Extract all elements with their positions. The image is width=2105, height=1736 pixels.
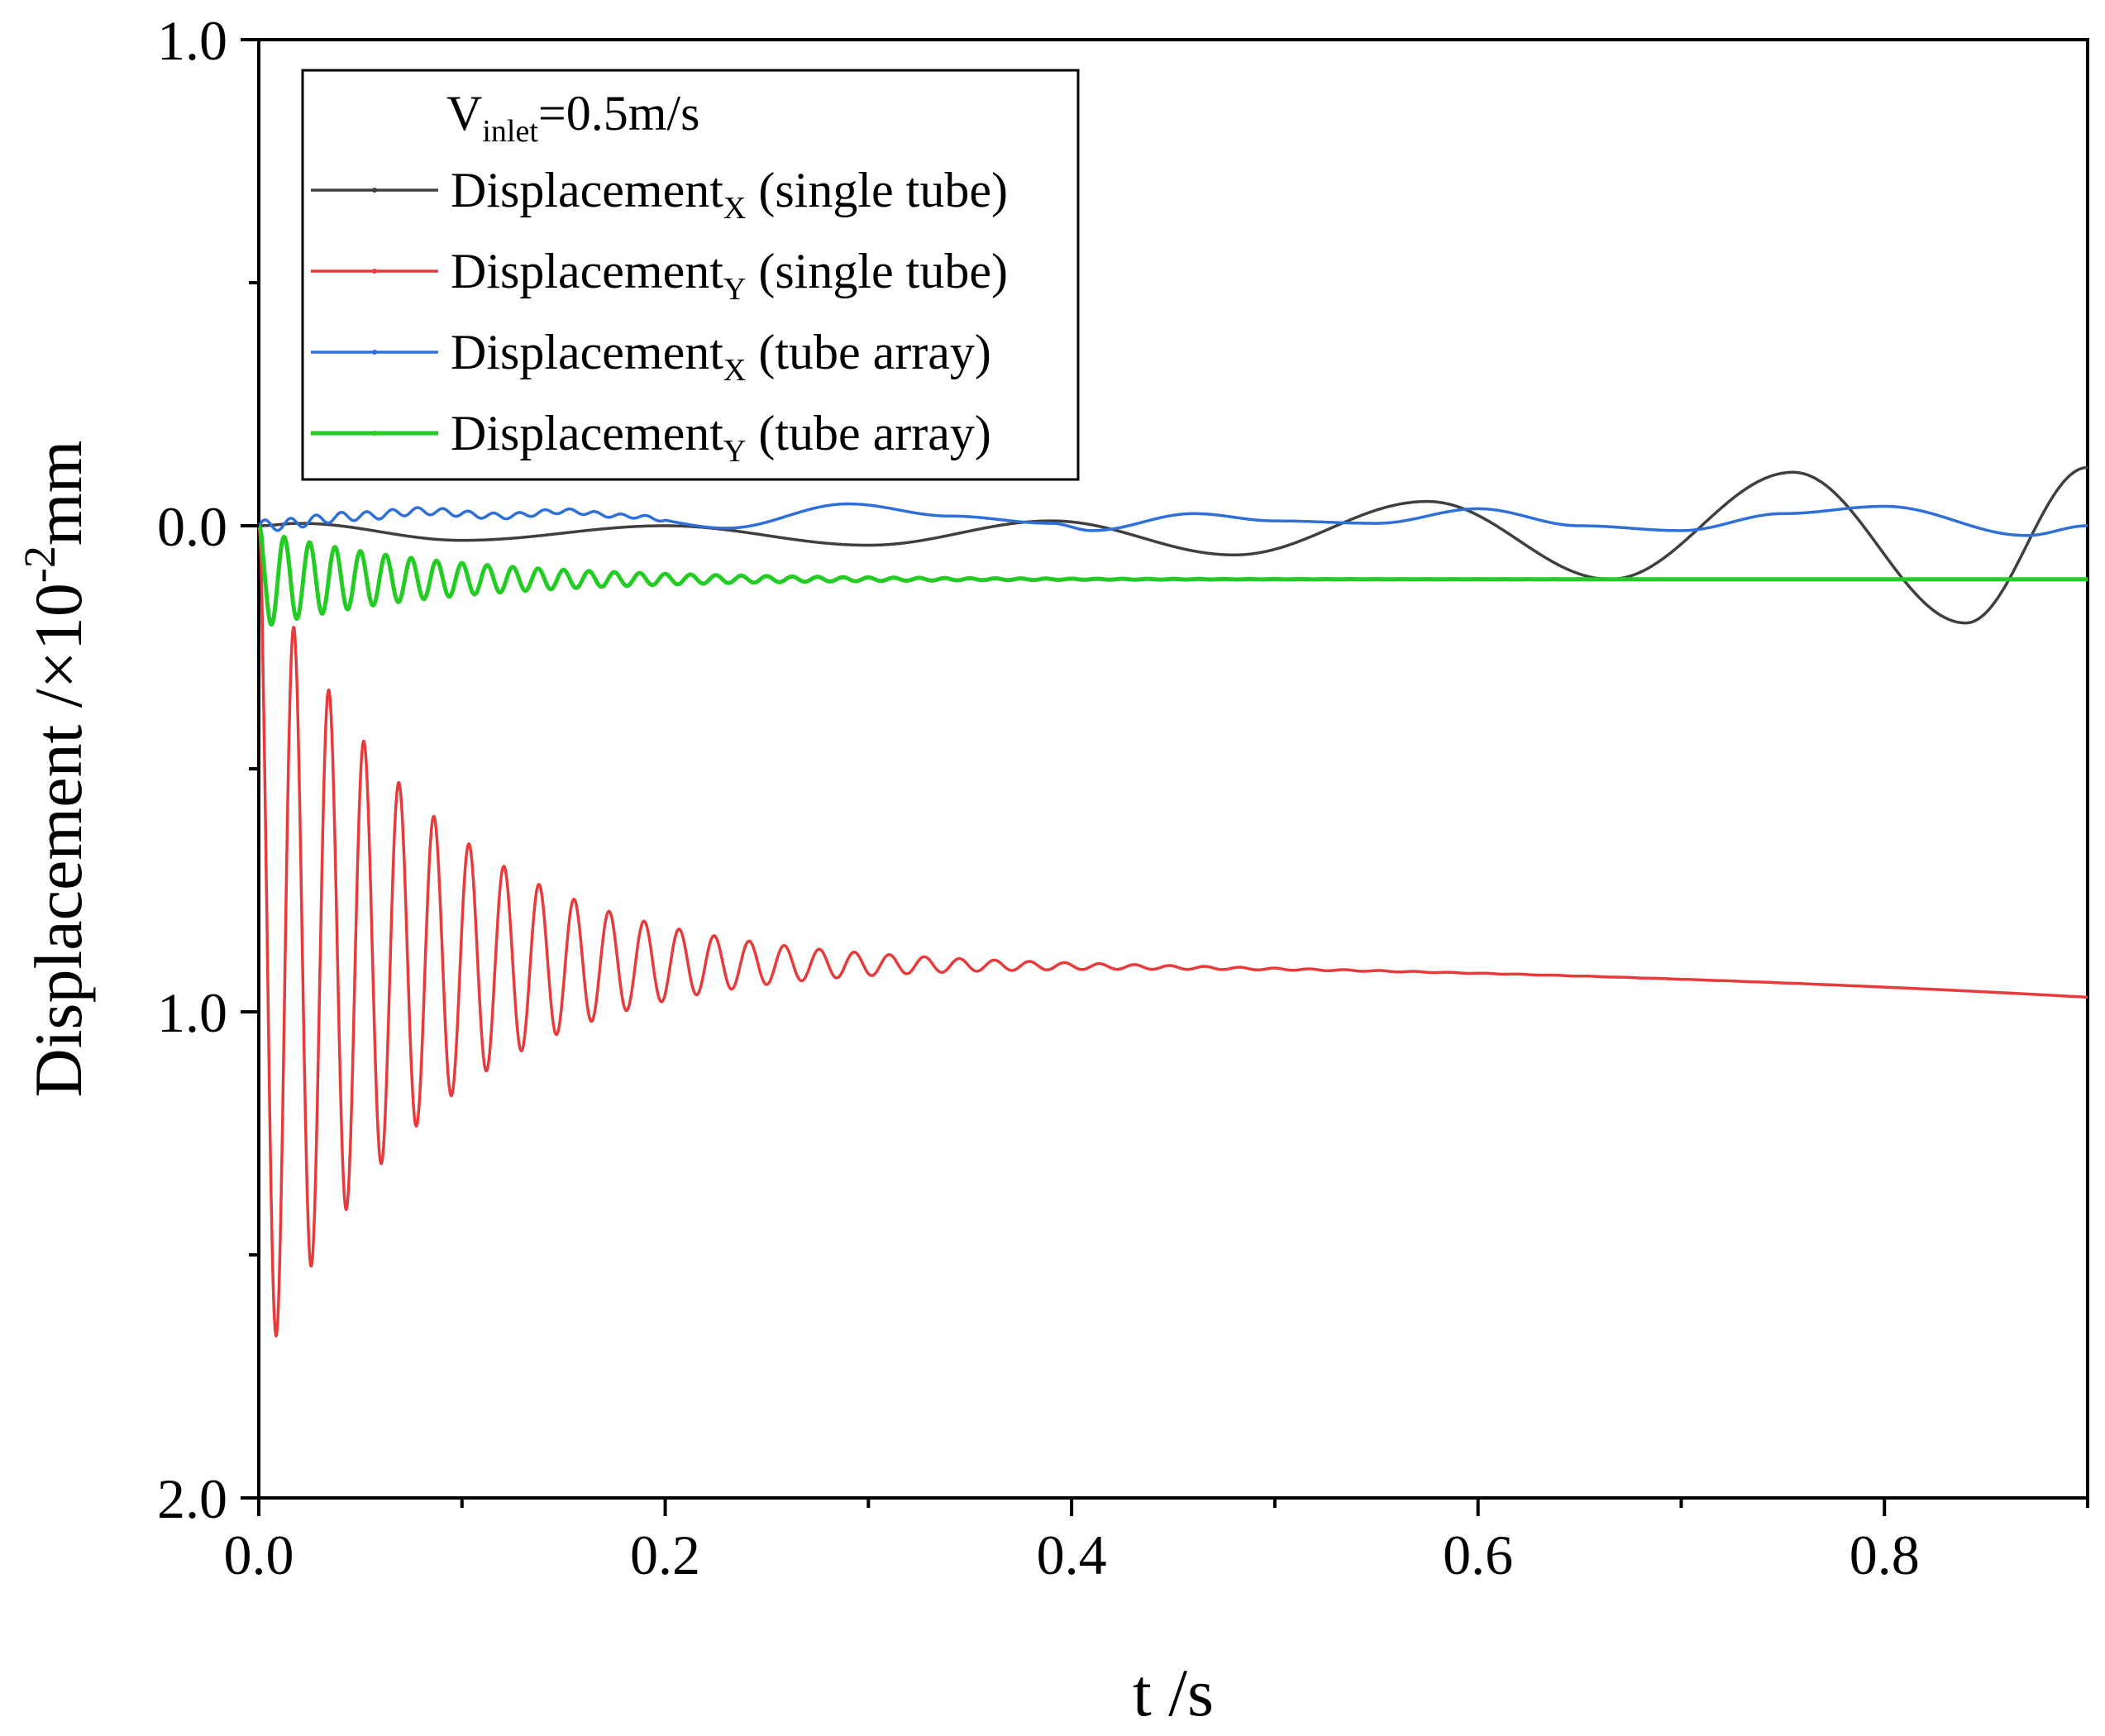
y-axis-title-unit: mm xyxy=(21,441,96,546)
legend-label-rest-3: (tube array) xyxy=(746,406,990,460)
y-tick-label-3: 2.0 xyxy=(157,1467,227,1530)
legend-label-sub-1: Y xyxy=(723,272,746,307)
x-tick-label-1: 0.2 xyxy=(630,1524,700,1586)
series-line-1 xyxy=(257,525,2089,1338)
legend-marker-1 xyxy=(372,269,377,274)
series-layer xyxy=(257,465,2089,1338)
x-tick-label-4: 0.8 xyxy=(1850,1524,1920,1586)
legend-label-rest-0: (single tube) xyxy=(746,163,1008,217)
series-line-3 xyxy=(257,524,2089,627)
legend-label-rest-1: (single tube) xyxy=(746,244,1008,298)
y-axis-title-sup: -2 xyxy=(15,546,64,583)
legend-label-1: DisplacementY (single tube) xyxy=(451,244,1008,307)
legend: Vinlet=0.5m/s DisplacementX (single tube… xyxy=(301,69,1080,481)
legend-label-sub-2: X xyxy=(723,353,746,388)
legend-label-main-2: Displacement xyxy=(451,325,723,379)
legend-header-sub: inlet xyxy=(482,114,538,149)
legend-label-2: DisplacementX (tube array) xyxy=(451,325,991,388)
x-tick-label-0: 0.0 xyxy=(224,1524,294,1586)
legend-label-main-1: Displacement xyxy=(451,244,723,298)
legend-box xyxy=(301,69,1080,481)
legend-label-rest-2: (tube array) xyxy=(746,325,990,379)
x-tick-label-3: 0.6 xyxy=(1443,1524,1513,1586)
axes-layer: 0.0 0.2 0.4 0.6 0.8 1.0 0.0 1.0 2.0 xyxy=(157,9,2089,1586)
y-axis-title-main: Displacement /×10 xyxy=(21,583,96,1097)
y-tick-label-1: 0.0 xyxy=(157,495,227,558)
series-line-2 xyxy=(257,502,2089,537)
legend-label-sub-3: Y xyxy=(723,434,746,469)
legend-marker-0 xyxy=(372,188,377,193)
x-axis-title: t /s xyxy=(1133,1655,1214,1730)
legend-marker-3 xyxy=(372,431,377,436)
legend-label-3: DisplacementY (tube array) xyxy=(451,406,991,469)
legend-label-main-3: Displacement xyxy=(451,406,723,460)
x-tick-label-2: 0.4 xyxy=(1037,1524,1107,1586)
y-tick-label-2: 1.0 xyxy=(157,981,227,1044)
legend-header-main: V xyxy=(446,86,482,141)
y-tick-label-0: 1.0 xyxy=(157,9,227,72)
legend-marker-2 xyxy=(372,350,377,355)
legend-label-0: DisplacementX (single tube) xyxy=(451,163,1008,226)
legend-header-rest: =0.5m/s xyxy=(538,86,700,141)
y-axis-title: Displacement /×10-2mm xyxy=(15,441,96,1098)
legend-label-main-0: Displacement xyxy=(451,163,723,217)
legend-header: Vinlet=0.5m/s xyxy=(446,86,699,149)
legend-label-sub-0: X xyxy=(723,191,746,226)
series-line-0 xyxy=(257,465,2089,625)
